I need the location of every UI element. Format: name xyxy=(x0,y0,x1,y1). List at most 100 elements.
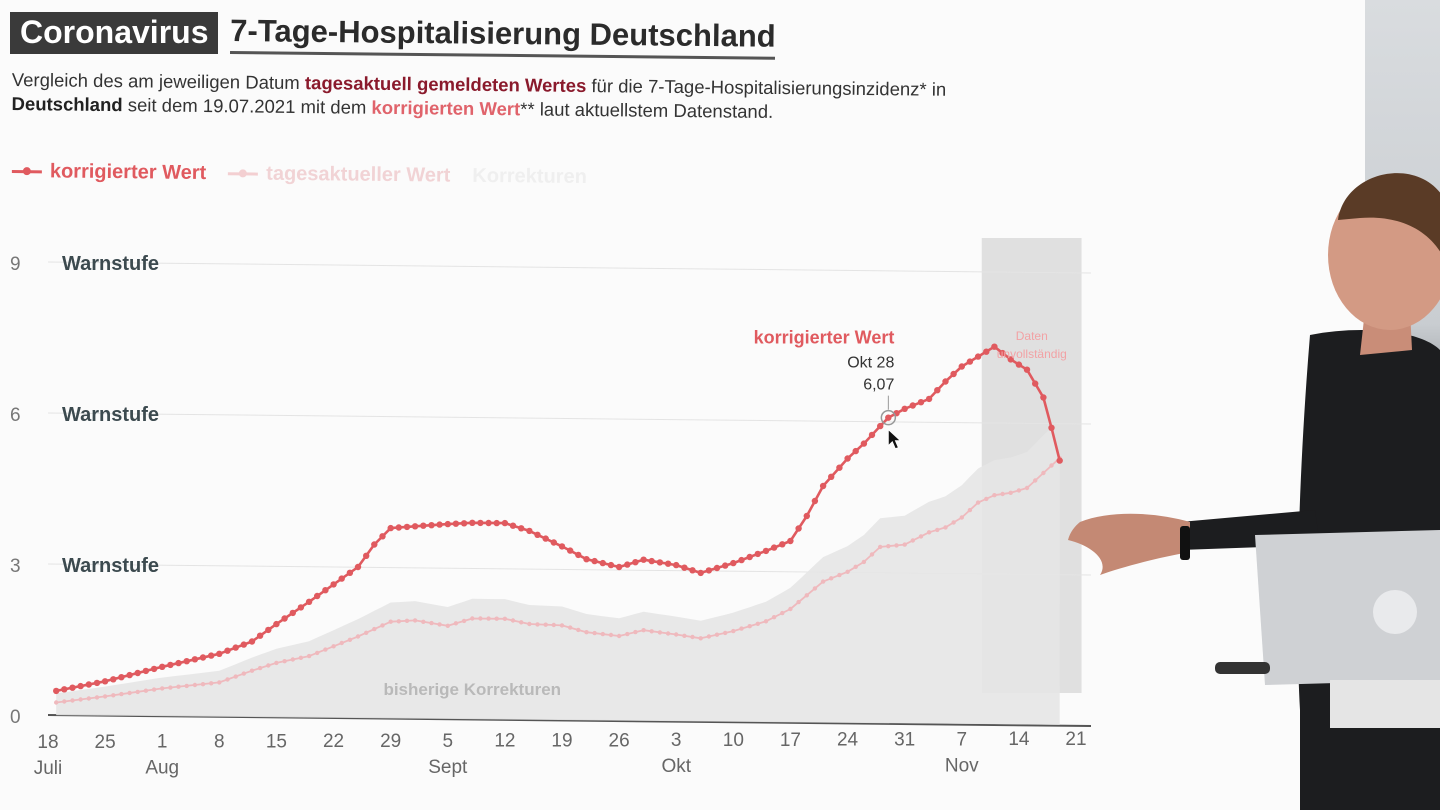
data-point-corrected xyxy=(917,399,925,406)
data-point-daily xyxy=(372,626,377,632)
data-point-daily xyxy=(829,576,834,581)
data-point-daily xyxy=(412,618,418,623)
data-point-corrected xyxy=(469,519,476,526)
data-point-corrected xyxy=(803,512,810,520)
data-point-corrected xyxy=(673,561,680,569)
data-point-corrected xyxy=(395,524,402,531)
data-point-daily xyxy=(894,543,899,548)
data-point-daily xyxy=(657,630,663,635)
data-point-daily xyxy=(86,696,92,701)
data-point-corrected xyxy=(868,431,876,439)
data-point-daily xyxy=(1049,463,1054,468)
data-point-corrected xyxy=(501,519,509,527)
data-point-corrected xyxy=(256,632,264,639)
data-point-daily xyxy=(714,632,720,637)
data-point-corrected xyxy=(1056,457,1063,464)
x-tick-label: 29 xyxy=(380,731,401,752)
data-point-corrected xyxy=(770,544,778,551)
data-point-corrected xyxy=(159,663,166,670)
data-point-daily xyxy=(576,627,581,633)
data-point-daily xyxy=(257,665,263,671)
data-point-corrected xyxy=(1032,380,1039,387)
data-point-corrected xyxy=(575,551,582,559)
data-point-corrected xyxy=(61,686,68,693)
data-point-daily xyxy=(225,677,230,682)
data-point-daily xyxy=(535,622,540,627)
data-point-corrected xyxy=(754,550,761,558)
data-point-daily xyxy=(935,527,940,533)
chart-board: Coronavirus 7-Tage-Hospitalisierung Deut… xyxy=(0,0,1365,810)
data-point-corrected xyxy=(934,387,941,394)
data-point-daily xyxy=(1016,488,1022,493)
incomplete-label: unvollständig xyxy=(997,347,1067,361)
x-tick-label: 14 xyxy=(1008,729,1030,750)
data-point-daily xyxy=(111,693,116,698)
data-point-daily xyxy=(355,634,361,639)
data-point-corrected xyxy=(1023,366,1031,373)
data-point-corrected xyxy=(436,521,443,528)
data-point-corrected xyxy=(526,527,533,535)
data-point-corrected xyxy=(958,363,965,370)
data-point-daily xyxy=(584,630,589,635)
data-point-corrected xyxy=(411,523,419,530)
data-point-daily xyxy=(249,668,255,673)
y-tick-label: 0 xyxy=(10,707,21,728)
data-point-corrected xyxy=(191,656,199,663)
x-tick-label: 5 xyxy=(442,731,453,752)
data-point-corrected xyxy=(730,559,737,567)
data-point-daily xyxy=(992,493,997,498)
data-point-daily xyxy=(616,633,622,639)
data-point-corrected xyxy=(134,669,141,677)
data-point-daily xyxy=(274,660,279,666)
chart-header: Coronavirus 7-Tage-Hospitalisierung Deut… xyxy=(10,12,777,60)
data-point-corrected xyxy=(232,644,239,651)
data-point-daily xyxy=(209,681,214,686)
data-point-corrected xyxy=(330,581,337,588)
data-point-corrected xyxy=(909,402,916,409)
data-point-daily xyxy=(837,572,842,578)
y-tick-label: 9 xyxy=(10,254,21,275)
data-point-daily xyxy=(388,619,393,624)
data-point-corrected xyxy=(379,533,386,540)
data-point-corrected xyxy=(387,524,394,532)
data-point-corrected xyxy=(615,563,623,571)
data-point-daily xyxy=(404,618,410,623)
data-point-corrected xyxy=(877,422,884,430)
data-point-daily xyxy=(600,631,605,637)
topic-badge: Coronavirus xyxy=(10,12,219,54)
x-month-label: Okt xyxy=(661,756,691,777)
data-point-daily xyxy=(78,697,83,702)
data-point-daily xyxy=(184,683,189,689)
data-point-corrected xyxy=(53,687,60,695)
data-point-daily xyxy=(755,621,760,626)
data-point-daily xyxy=(633,629,638,635)
data-point-daily xyxy=(429,620,434,626)
data-point-corrected xyxy=(240,641,247,648)
data-point-daily xyxy=(812,586,818,591)
data-point-daily xyxy=(396,619,401,624)
data-point-daily xyxy=(943,525,948,530)
data-point-daily xyxy=(160,686,165,691)
data-point-corrected xyxy=(493,519,500,527)
data-point-daily xyxy=(674,632,679,637)
data-point-daily xyxy=(665,631,671,636)
data-point-corrected xyxy=(722,562,729,569)
data-point-corrected xyxy=(542,535,549,542)
incomplete-label: Daten xyxy=(1016,329,1048,343)
annotation-marker xyxy=(880,409,897,426)
corrections-label: bisherige Korrekturen xyxy=(383,680,561,699)
data-point-corrected xyxy=(681,564,688,571)
data-point-corrected xyxy=(999,349,1006,357)
data-point-daily xyxy=(306,653,312,659)
data-point-daily xyxy=(975,500,981,505)
data-point-daily xyxy=(339,640,344,646)
y-tick-label: 6 xyxy=(10,405,21,426)
data-point-daily xyxy=(869,552,875,557)
x-tick-label: 3 xyxy=(671,730,682,751)
data-point-daily xyxy=(298,655,304,660)
data-point-daily xyxy=(119,691,124,697)
data-point-daily xyxy=(347,637,353,642)
data-point-corrected xyxy=(93,679,101,687)
data-point-daily xyxy=(217,680,222,685)
data-point-corrected xyxy=(403,523,411,531)
